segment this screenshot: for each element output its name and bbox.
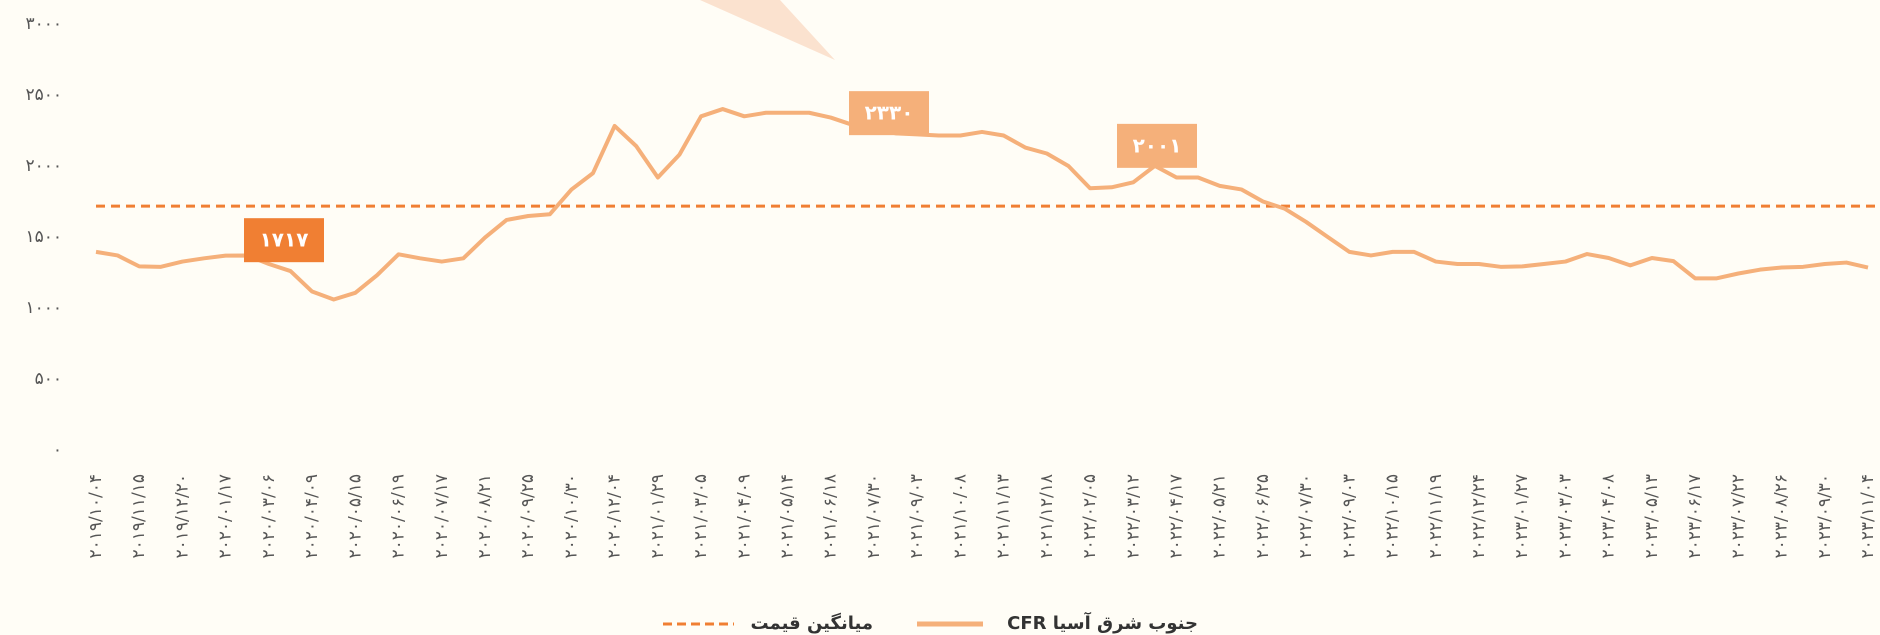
x-tick-label: ۲۰۲۱/۰۷/۳۰ [864, 474, 884, 559]
annotation-label: ۱۷۱۷ [260, 228, 309, 252]
decoration [700, 0, 835, 60]
series-line [95, 107, 1869, 302]
x-tick-label: ۲۰۲۰/۰۷/۱۷ [432, 474, 452, 559]
x-tick-label: ۲۰۲۰/۰۳/۰۶ [259, 474, 279, 559]
x-tick-label: ۲۰۲۱/۰۱/۲۹ [648, 474, 668, 559]
x-tick-label: ۲۰۲۳/۰۷/۲۲ [1728, 474, 1748, 559]
annotation-box [1117, 123, 1197, 168]
x-tick-label: ۲۰۲۰/۰۹/۲۵ [518, 474, 538, 559]
x-tick-label: ۲۰۲۱/۰۴/۰۹ [734, 474, 754, 559]
x-tick-label: ۲۰۲۲/۰۲/۰۵ [1080, 474, 1100, 559]
y-tick-label: ۵۰۰ [35, 369, 62, 389]
x-tick-label: ۲۰۲۱/۰۵/۱۴ [778, 474, 798, 559]
x-tick-label: ۲۰۲۳/۰۶/۱۷ [1685, 474, 1705, 559]
annotation-label: ۲۳۳۰ [865, 101, 914, 125]
legend-label: میانگین قیمت [750, 612, 873, 634]
x-tick-label: ۲۰۲۱/۰۶/۱۸ [821, 474, 841, 559]
x-tick-label: ۲۰۲۳/۰۸/۲۶ [1772, 474, 1792, 559]
x-tick-label: ۲۰۲۲/۰۷/۳۰ [1296, 474, 1316, 559]
x-tick-label: ۲۰۲۳/۱۱/۰۴ [1858, 474, 1878, 559]
x-tick-label: ۲۰۲۰/۱۰/۳۰ [561, 474, 581, 559]
x-tick-label: ۲۰۲۱/۰۹/۰۳ [907, 474, 927, 559]
x-tick-label: ۲۰۲۲/۱۲/۲۴ [1469, 474, 1489, 559]
x-tick-label: ۲۰۱۹/۱۱/۱۵ [129, 474, 149, 559]
x-tick-label: ۲۰۲۲/۰۹/۰۳ [1339, 474, 1359, 559]
x-tick-label: ۲۰۲۳/۰۵/۱۳ [1642, 474, 1662, 559]
y-tick-label: ۲۰۰۰ [25, 156, 62, 176]
x-tick-label: ۲۰۲۲/۱۰/۱۵ [1383, 474, 1403, 559]
x-tick-label: ۲۰۲۱/۰۳/۰۵ [691, 474, 711, 559]
x-tick-label: ۲۰۲۰/۰۸/۲۱ [475, 474, 495, 559]
x-tick-label: ۲۰۲۲/۰۶/۲۵ [1253, 474, 1273, 559]
x-tick-label: ۲۰۲۰/۰۴/۰۹ [302, 474, 322, 559]
y-tick-label: ۰ [53, 440, 62, 460]
x-tick-label: ۲۰۲۲/۰۴/۱۷ [1166, 474, 1186, 559]
y-tick-label: ۱۰۰۰ [25, 298, 62, 318]
y-tick-label: ۲۵۰۰ [25, 85, 62, 105]
x-tick-label: ۲۰۲۰/۱۲/۰۴ [605, 474, 625, 559]
annotation-box [244, 218, 324, 263]
x-tick-label: ۲۰۲۳/۰۱/۲۷ [1512, 474, 1532, 559]
x-tick-label: ۲۰۲۲/۱۱/۱۹ [1426, 474, 1446, 559]
annotation-box [849, 91, 929, 136]
x-tick-label: ۲۰۲۰/۰۱/۱۷ [216, 474, 236, 559]
x-tick-label: ۲۰۲۱/۱۲/۱۸ [1037, 474, 1057, 559]
y-tick-label: ۱۵۰۰ [25, 227, 62, 247]
x-tick-label: ۲۰۱۹/۱۲/۲۰ [172, 474, 192, 559]
x-tick-label: ۲۰۲۱/۱۱/۱۳ [994, 474, 1014, 559]
x-tick-label: ۲۰۱۹/۱۰/۰۴ [86, 474, 106, 559]
annotation-label: ۲۰۰۱ [1133, 133, 1182, 157]
x-tick-label: ۲۰۲۳/۰۹/۳۰ [1815, 474, 1835, 559]
legend-label: جنوب شرق آسیا CFR [1007, 611, 1198, 634]
x-tick-label: ۲۰۲۳/۰۳/۰۳ [1555, 474, 1575, 559]
x-tick-label: ۲۰۲۲/۰۳/۱۲ [1123, 474, 1143, 559]
y-tick-label: ۳۰۰۰ [25, 14, 62, 34]
x-tick-label: ۲۰۲۳/۰۴/۰۸ [1599, 474, 1619, 559]
x-tick-label: ۲۰۲۲/۰۵/۲۱ [1210, 474, 1230, 559]
x-tick-label: ۲۰۲۱/۱۰/۰۸ [950, 474, 970, 559]
x-tick-label: ۲۰۲۰/۰۵/۱۵ [345, 474, 365, 559]
x-tick-label: ۲۰۲۰/۰۶/۱۹ [389, 474, 409, 559]
